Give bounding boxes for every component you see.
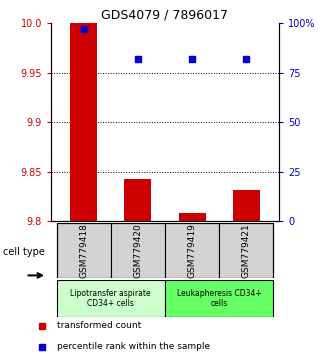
Bar [165, 280, 274, 317]
Text: GSM779420: GSM779420 [133, 223, 142, 278]
Text: GSM779419: GSM779419 [188, 223, 197, 278]
Text: percentile rank within the sample: percentile rank within the sample [57, 342, 210, 352]
Text: GSM779418: GSM779418 [79, 223, 88, 278]
Bar [233, 189, 260, 221]
Text: Lipotransfer aspirate
CD34+ cells: Lipotransfer aspirate CD34+ cells [71, 289, 151, 308]
Bar [56, 223, 111, 278]
Point [135, 56, 141, 62]
Bar [70, 23, 97, 221]
Bar [219, 223, 274, 278]
Text: transformed count: transformed count [57, 321, 141, 330]
Point [244, 56, 249, 62]
Text: cell type: cell type [3, 247, 45, 257]
Bar [56, 280, 165, 317]
Bar [111, 223, 165, 278]
Bar [124, 179, 151, 221]
Bar [179, 213, 206, 221]
Point [81, 26, 86, 32]
Text: GSM779421: GSM779421 [242, 223, 251, 278]
Title: GDS4079 / 7896017: GDS4079 / 7896017 [102, 9, 228, 22]
Point [189, 56, 195, 62]
Bar [165, 223, 219, 278]
Text: Leukapheresis CD34+
cells: Leukapheresis CD34+ cells [177, 289, 262, 308]
